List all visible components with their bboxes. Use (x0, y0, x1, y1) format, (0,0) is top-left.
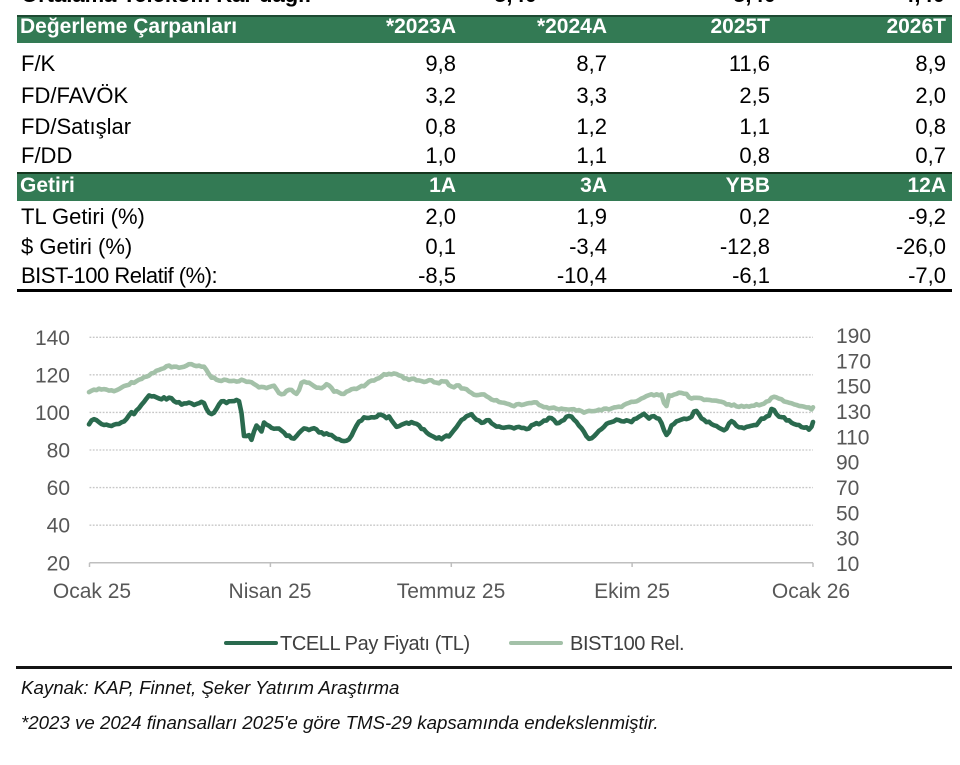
svg-text:30: 30 (836, 528, 859, 551)
svg-text:100: 100 (35, 402, 70, 425)
svg-text:90: 90 (836, 452, 859, 475)
svg-text:20: 20 (47, 552, 70, 575)
svg-text:50: 50 (836, 502, 859, 525)
svg-text:Temmuz 25: Temmuz 25 (397, 580, 506, 603)
svg-text:Ocak 26: Ocak 26 (772, 580, 850, 603)
svg-text:Ekim 25: Ekim 25 (594, 580, 670, 603)
svg-text:80: 80 (47, 440, 70, 463)
svg-text:170: 170 (836, 350, 871, 373)
svg-text:120: 120 (35, 364, 70, 387)
svg-text:60: 60 (47, 477, 70, 500)
svg-text:Nisan 25: Nisan 25 (229, 580, 312, 603)
svg-text:190: 190 (836, 325, 871, 348)
svg-text:140: 140 (35, 327, 70, 350)
svg-text:150: 150 (836, 376, 871, 399)
svg-text:130: 130 (836, 401, 871, 424)
svg-text:10: 10 (836, 553, 859, 576)
svg-text:40: 40 (47, 515, 70, 538)
svg-text:110: 110 (836, 426, 869, 449)
svg-text:70: 70 (836, 477, 859, 500)
svg-text:Ocak 25: Ocak 25 (53, 580, 131, 603)
